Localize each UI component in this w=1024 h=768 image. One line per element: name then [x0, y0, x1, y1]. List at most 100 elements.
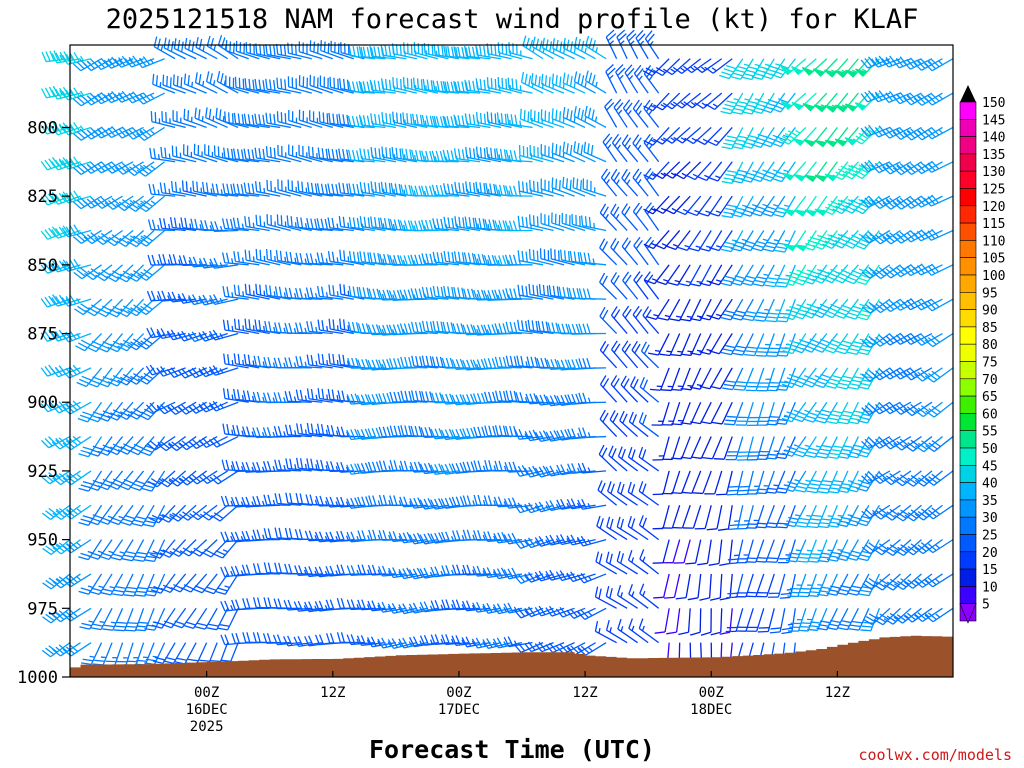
wind-barb — [513, 573, 544, 584]
wind-barb — [51, 294, 81, 307]
wind-barb — [89, 573, 113, 595]
wind-barb — [529, 214, 554, 232]
wind-barb — [812, 230, 838, 250]
wind-barb — [642, 58, 670, 77]
wind-barb — [860, 56, 891, 69]
wind-barb — [924, 126, 954, 140]
wind-barb — [421, 219, 449, 232]
wind-barb — [643, 195, 670, 215]
wind-barb — [700, 401, 723, 425]
wind-barb — [255, 248, 281, 266]
wind-barb — [653, 161, 681, 180]
wind-barb — [871, 161, 901, 174]
wind-barb — [528, 283, 554, 300]
wind-barb — [244, 216, 270, 232]
wind-barb — [813, 92, 838, 113]
credit-link[interactable]: coolwx.com/models — [858, 746, 1012, 764]
wind-barb — [359, 216, 386, 232]
colorbar-swatch — [959, 170, 977, 189]
wind-barb — [652, 505, 670, 530]
wind-barb-layer — [40, 29, 954, 671]
wind-barb — [233, 284, 260, 300]
wind-barb — [539, 248, 565, 266]
wind-barb — [288, 144, 312, 163]
wind-barb — [330, 40, 355, 60]
wind-barb — [632, 99, 649, 128]
wind-barb — [61, 52, 92, 65]
wind-barb — [392, 111, 418, 129]
wind-barb — [914, 401, 943, 418]
wind-barb — [882, 470, 912, 486]
wind-barb — [129, 470, 155, 491]
wind-barb — [765, 298, 786, 323]
colorbar-label: 95 — [982, 286, 998, 301]
wind-barb — [652, 436, 670, 461]
wind-barb — [222, 388, 249, 403]
wind-barb — [796, 504, 817, 528]
wind-barb — [882, 436, 912, 450]
wind-barb — [576, 535, 607, 547]
wind-barb — [693, 58, 723, 74]
wind-barb — [443, 183, 470, 197]
wind-barb — [822, 195, 849, 216]
wind-barb — [551, 108, 575, 129]
wind-barb — [381, 146, 407, 163]
wind-barb — [381, 112, 407, 129]
wind-barb — [584, 105, 607, 129]
wind-barb — [114, 161, 144, 175]
wind-barb — [183, 108, 207, 129]
wind-barb — [708, 539, 723, 566]
wind-barb — [135, 92, 165, 105]
wind-barb — [846, 539, 870, 561]
wind-barb — [704, 470, 723, 495]
wind-barb — [677, 230, 702, 251]
wind-barb — [616, 551, 638, 575]
wind-barb — [578, 392, 607, 404]
wind-barb — [801, 58, 828, 76]
wind-barb — [287, 179, 312, 197]
wind-barb — [244, 78, 270, 94]
wind-barb — [616, 516, 638, 541]
colorbar-swatch — [959, 257, 977, 276]
wind-barb — [861, 504, 891, 519]
wind-barb — [639, 549, 660, 575]
x-tick-label: 00Z — [446, 685, 471, 701]
wind-barb — [833, 298, 859, 319]
wind-barb — [156, 328, 186, 340]
wind-barb — [578, 323, 607, 335]
wind-barb — [627, 481, 649, 506]
wind-barb — [716, 470, 733, 496]
wind-barb — [631, 340, 649, 369]
wind-barb — [661, 436, 681, 461]
wind-barb — [679, 298, 702, 322]
wind-barb — [794, 195, 817, 217]
wind-barb — [212, 539, 239, 559]
wind-barb — [83, 229, 113, 245]
wind-barb — [265, 249, 291, 266]
wind-barb — [792, 401, 817, 423]
wind-barb — [812, 58, 838, 77]
colorbar-label: 140 — [982, 131, 1005, 146]
wind-barb — [730, 230, 754, 252]
wind-barb — [192, 573, 218, 594]
wind-barb — [505, 355, 533, 369]
wind-barb — [73, 264, 102, 280]
wind-barb — [783, 195, 807, 217]
wind-barb — [518, 145, 544, 163]
wind-barb — [102, 608, 124, 631]
wind-barb — [209, 470, 239, 485]
wind-barb — [551, 177, 575, 197]
wind-barb — [622, 271, 639, 300]
wind-barb — [881, 401, 912, 415]
wind-barb — [835, 333, 859, 355]
wind-barb — [609, 410, 628, 438]
wind-barb — [192, 180, 218, 197]
wind-barb — [233, 318, 260, 335]
wind-barb — [627, 446, 649, 472]
wind-barb — [690, 436, 712, 460]
wind-barb — [638, 446, 660, 472]
wind-barb — [861, 298, 891, 314]
wind-barb — [183, 73, 207, 94]
wind-barb — [284, 391, 312, 403]
wind-barb — [817, 470, 838, 494]
